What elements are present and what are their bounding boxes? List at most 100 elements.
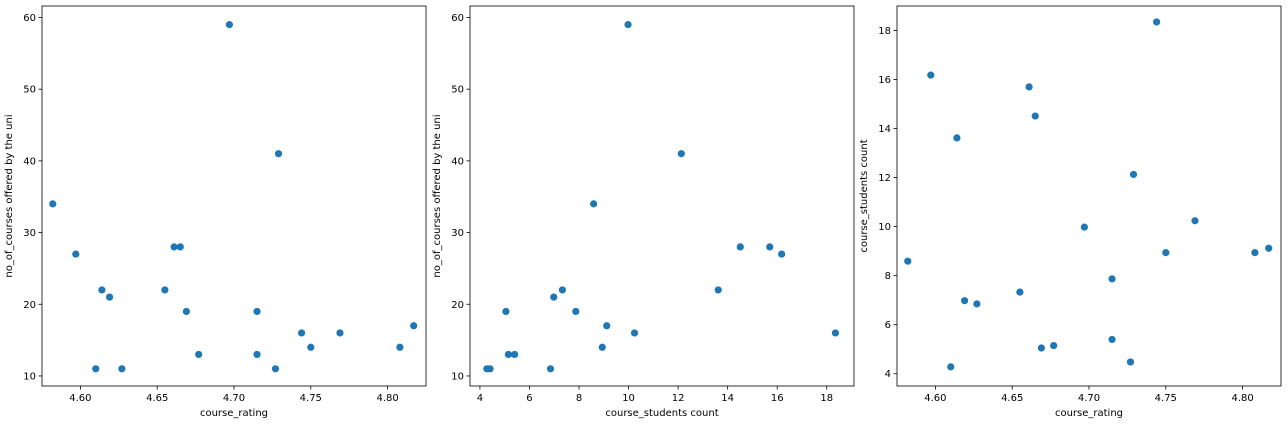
data-point [1108, 275, 1116, 283]
data-point [271, 365, 280, 373]
data-point [590, 200, 598, 208]
data-point [766, 243, 774, 251]
data-point [1191, 217, 1199, 225]
x-tick-label: 4.75 [300, 393, 322, 404]
data-point [1037, 344, 1045, 352]
x-tick-label: 14 [721, 393, 734, 404]
y-tick-label: 18 [878, 26, 891, 37]
y-tick-label: 60 [451, 13, 464, 24]
data-point [947, 363, 955, 371]
x-tick-label: 4.60 [69, 393, 91, 404]
y-tick-label: 4 [885, 369, 891, 380]
y-axis-label: no_of_courses offered by the uni [4, 114, 15, 277]
y-tick-label: 50 [23, 85, 36, 96]
y-tick-label: 50 [451, 85, 464, 96]
data-point [307, 343, 315, 351]
data-point [410, 322, 418, 330]
data-point [161, 286, 169, 294]
data-point [396, 343, 404, 351]
data-point [182, 307, 190, 316]
data-point [1126, 358, 1135, 366]
data-point [904, 257, 912, 265]
data-point [297, 329, 306, 337]
data-point [736, 243, 744, 251]
data-point [274, 150, 283, 158]
y-tick-label: 16 [878, 75, 891, 86]
data-point [105, 293, 114, 301]
data-point [677, 150, 685, 158]
data-point [1251, 249, 1259, 257]
x-tick-label: 4 [477, 393, 483, 404]
data-point [550, 293, 558, 301]
x-tick-label: 16 [771, 393, 784, 404]
x-tick-label: 4.75 [1155, 393, 1177, 404]
x-tick-label: 18 [820, 393, 833, 404]
data-point [1031, 112, 1039, 120]
y-tick-label: 30 [23, 228, 36, 239]
y-axis-label: course_students count [859, 139, 870, 252]
x-tick-label: 6 [526, 393, 532, 404]
data-point [960, 297, 969, 305]
data-point [92, 365, 100, 373]
data-point [1129, 170, 1138, 179]
y-axis-label: no_of_courses offered by the uni [432, 114, 443, 277]
data-point [225, 21, 233, 29]
data-point [603, 322, 611, 330]
data-point [624, 21, 632, 29]
data-point [72, 250, 80, 258]
x-axis-label: course_rating [1055, 408, 1123, 419]
y-tick-label: 20 [23, 300, 36, 311]
y-tick-label: 8 [885, 271, 891, 282]
axes-frame [469, 5, 855, 387]
x-tick-label: 10 [622, 393, 635, 404]
x-tick-label: 12 [672, 393, 685, 404]
data-point [118, 365, 126, 373]
x-tick-label: 4.80 [376, 393, 398, 404]
y-tick-label: 40 [23, 156, 36, 167]
y-tick-label: 12 [878, 173, 891, 184]
data-point [176, 243, 184, 251]
data-point [927, 71, 935, 79]
data-point [1162, 249, 1170, 257]
data-point [778, 250, 786, 258]
data-point [831, 329, 840, 337]
y-tick-label: 40 [451, 156, 464, 167]
data-point [630, 329, 639, 337]
x-tick-label: 8 [576, 393, 582, 404]
data-point [598, 343, 606, 351]
data-point [714, 286, 722, 294]
x-axis-label: course_rating [200, 408, 268, 419]
axes-frame [41, 5, 427, 387]
data-point [1025, 83, 1033, 91]
data-point [510, 350, 519, 359]
x-tick-label: 4.70 [1078, 393, 1100, 404]
scatter-students-vs-courses: 4 6 8 10 12 14 16 18 10 20 30 40 50 60 course_students… [432, 5, 855, 419]
data-point [253, 307, 261, 316]
data-point [1265, 244, 1273, 252]
scatter-rating-vs-courses: 4.60 4.65 4.70 4.75 4.80 10 20 30 40 50 60 course_r… [4, 5, 427, 419]
data-point [195, 350, 203, 359]
data-point [49, 200, 57, 208]
x-axis-label: course_students count [605, 408, 718, 419]
scatter-rating-vs-students: 4.60 4.65 4.70 4.75 4.80 4 6 8 10 12 14 16 18 course_… [859, 5, 1282, 419]
data-point [558, 286, 567, 294]
y-tick-label: 10 [23, 371, 36, 382]
y-tick-label: 30 [451, 228, 464, 239]
y-tick-label: 60 [23, 13, 36, 24]
data-point [98, 286, 106, 294]
y-tick-label: 10 [451, 371, 464, 382]
data-point [253, 350, 261, 359]
data-point [953, 134, 961, 142]
x-tick-label: 4.60 [924, 393, 946, 404]
data-point [1152, 18, 1161, 26]
data-point [1108, 335, 1116, 344]
data-point [504, 350, 512, 359]
data-point [170, 243, 178, 251]
y-tick-label: 10 [878, 222, 891, 233]
axes-frame [896, 5, 1282, 387]
data-point [973, 300, 981, 308]
data-point [502, 307, 510, 316]
data-point [1080, 223, 1088, 231]
data-point [572, 307, 580, 316]
